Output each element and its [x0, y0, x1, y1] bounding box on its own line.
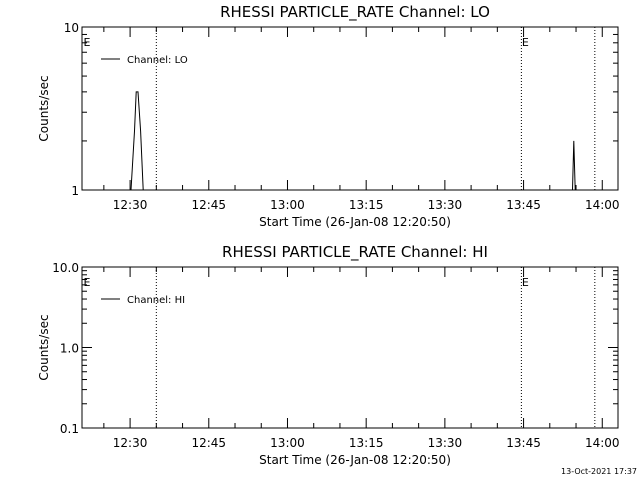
lo-x-tick-label: 13:00 — [270, 198, 305, 212]
lo-x-tick-label: 13:30 — [428, 198, 463, 212]
hi-chart-title: RHESSI PARTICLE_RATE Channel: HI — [222, 243, 488, 262]
lo-x-tick-label: 13:15 — [349, 198, 384, 212]
lo-corner-marker-label: E — [84, 36, 91, 49]
lo-y-tick-label: 10 — [64, 21, 79, 35]
hi-x-tick-label: 13:15 — [349, 436, 384, 450]
lo-time-marker-label: E — [522, 36, 529, 49]
hi-time-marker-label: E — [522, 276, 529, 289]
hi-legend-label: Channel: HI — [127, 295, 185, 306]
hi-x-axis-label: Start Time (26-Jan-08 12:20:50) — [259, 453, 451, 467]
hi-x-tick-label: 12:30 — [113, 436, 148, 450]
hi-x-tick-label: 13:30 — [428, 436, 463, 450]
lo-x-tick-label: 12:45 — [191, 198, 226, 212]
hi-y-tick-label: 10.0 — [52, 261, 79, 275]
hi-plot-frame — [81, 266, 619, 429]
hi-x-tick-label: 14:00 — [585, 436, 620, 450]
plot-timestamp: 13-Oct-2021 17:37 — [561, 467, 637, 476]
hi-x-tick-label: 13:00 — [270, 436, 305, 450]
lo-x-tick-label: 14:00 — [585, 198, 620, 212]
lo-chart-title: RHESSI PARTICLE_RATE Channel: LO — [220, 3, 490, 22]
hi-x-tick-label: 12:45 — [191, 436, 226, 450]
lo-x-tick-label: 13:45 — [506, 198, 541, 212]
lo-plot-frame — [81, 26, 619, 191]
hi-y-tick-label: 1.0 — [60, 342, 79, 356]
lo-y-tick-label: 1 — [71, 184, 79, 198]
hi-corner-marker-label: E — [84, 276, 91, 289]
hi-x-tick-label: 13:45 — [506, 436, 541, 450]
hi-y-axis-label: Counts/sec — [37, 314, 51, 380]
lo-legend-label: Channel: LO — [127, 55, 188, 66]
lo-x-axis-label: Start Time (26-Jan-08 12:20:50) — [259, 215, 451, 229]
lo-y-axis-label: Counts/sec — [37, 75, 51, 141]
hi-y-tick-label: 0.1 — [60, 422, 79, 436]
lo-x-tick-label: 12:30 — [113, 198, 148, 212]
lo-series-line — [130, 91, 576, 191]
